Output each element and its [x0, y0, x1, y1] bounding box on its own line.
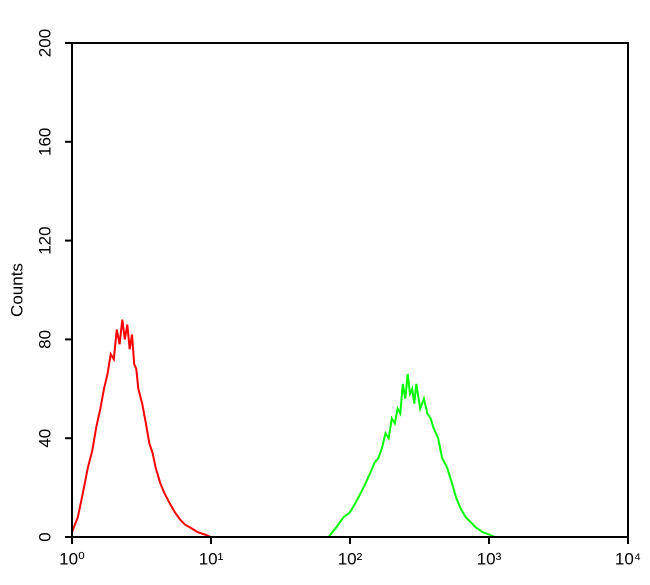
y-axis-label: Counts [7, 263, 26, 317]
x-tick-label: 10⁰ [59, 549, 85, 568]
x-tick-label: 10⁴ [615, 549, 641, 568]
y-tick-label: 0 [35, 532, 54, 541]
y-tick-label: 200 [35, 29, 54, 57]
y-tick-label: 80 [35, 330, 54, 349]
x-tick-label: 10³ [477, 549, 502, 568]
y-tick-label: 160 [35, 128, 54, 156]
y-tick-label: 40 [35, 429, 54, 448]
x-tick-label: 10¹ [199, 549, 224, 568]
histogram-line [71, 319, 212, 538]
histogram-line [327, 373, 496, 538]
x-tick-label: 10² [338, 549, 363, 568]
y-tick-label: 120 [35, 226, 54, 254]
